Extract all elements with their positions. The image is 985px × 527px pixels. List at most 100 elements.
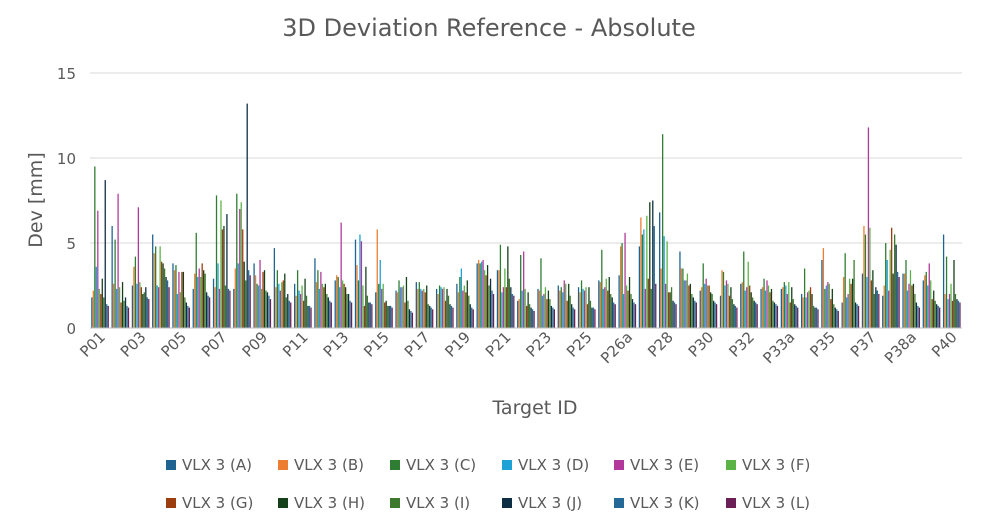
bar <box>714 302 716 328</box>
bar <box>187 305 189 328</box>
bar <box>158 287 160 328</box>
x-tick-label: P38a <box>881 328 920 367</box>
bar <box>546 299 548 328</box>
x-tick-label: P15 <box>360 328 393 361</box>
bar <box>260 288 263 328</box>
bar <box>163 268 166 328</box>
bar <box>482 260 484 328</box>
bar <box>685 280 687 328</box>
bar <box>680 268 683 328</box>
bar <box>168 287 170 328</box>
bar <box>728 295 731 328</box>
bar <box>223 226 225 328</box>
bar <box>568 283 570 328</box>
bar <box>146 297 148 328</box>
legend-label: VLX 3 (F) <box>742 456 810 474</box>
bar <box>404 302 406 328</box>
bar <box>200 277 202 328</box>
bar <box>795 305 797 328</box>
bar <box>166 280 169 328</box>
bar <box>337 277 339 328</box>
bar <box>368 302 370 328</box>
bar <box>825 285 828 328</box>
bar <box>206 292 208 328</box>
bar <box>504 268 506 328</box>
bar <box>843 277 845 328</box>
bar <box>619 246 622 328</box>
bar <box>176 294 179 328</box>
bar <box>253 263 255 328</box>
bar <box>950 283 952 328</box>
bar <box>523 251 525 328</box>
bar <box>647 278 649 328</box>
bar <box>479 263 481 328</box>
bar <box>152 234 154 328</box>
bar <box>317 270 319 328</box>
bar <box>841 302 843 328</box>
legend-label: VLX 3 (D) <box>518 456 589 474</box>
bar <box>853 260 855 328</box>
bar <box>889 249 891 328</box>
bar <box>203 270 205 328</box>
bar <box>547 290 550 328</box>
bar <box>812 305 815 328</box>
bar <box>800 294 803 328</box>
bar <box>585 287 587 328</box>
bar <box>438 285 441 328</box>
bar <box>552 307 554 328</box>
bar <box>756 304 758 328</box>
bar <box>734 305 737 328</box>
bar <box>721 270 723 328</box>
bar <box>315 282 318 328</box>
bar <box>354 239 357 328</box>
chart-title: 3D Deviation Reference - Absolute <box>282 14 695 42</box>
bar <box>140 287 142 328</box>
bar <box>917 305 919 328</box>
bar <box>922 280 924 328</box>
bar <box>485 275 487 328</box>
bar <box>137 207 140 328</box>
bar <box>848 278 851 328</box>
legend-swatch <box>278 498 288 508</box>
bar <box>410 311 412 328</box>
bar <box>873 294 876 328</box>
bar <box>769 292 771 328</box>
bar <box>749 285 751 328</box>
bar <box>743 251 745 328</box>
bar <box>608 277 610 328</box>
bar <box>633 302 635 328</box>
bar <box>836 309 838 328</box>
bar <box>605 278 607 328</box>
bar <box>432 309 434 328</box>
y-tick-label: 10 <box>57 150 76 168</box>
bar <box>382 283 384 328</box>
bar <box>324 283 326 328</box>
bar <box>894 234 896 328</box>
bar <box>667 292 670 328</box>
bar <box>527 292 529 328</box>
bar <box>162 263 164 328</box>
bar <box>533 311 535 328</box>
bar <box>492 294 495 328</box>
bar <box>344 287 347 328</box>
bar <box>828 283 830 328</box>
bar <box>468 295 470 328</box>
bar <box>198 268 200 328</box>
bar <box>610 294 612 328</box>
bar <box>513 295 515 328</box>
legend-label: VLX 3 (J) <box>518 494 582 512</box>
bar <box>447 295 450 328</box>
bar <box>192 288 194 328</box>
bar <box>945 256 948 328</box>
bar <box>281 282 283 328</box>
bar <box>885 243 887 328</box>
bar <box>194 273 196 328</box>
bar <box>764 290 767 328</box>
bar <box>740 283 742 328</box>
bar <box>429 305 431 328</box>
bar <box>892 273 894 328</box>
bar <box>123 300 125 328</box>
bar <box>741 282 743 328</box>
bar <box>856 304 858 328</box>
bar <box>299 294 302 328</box>
